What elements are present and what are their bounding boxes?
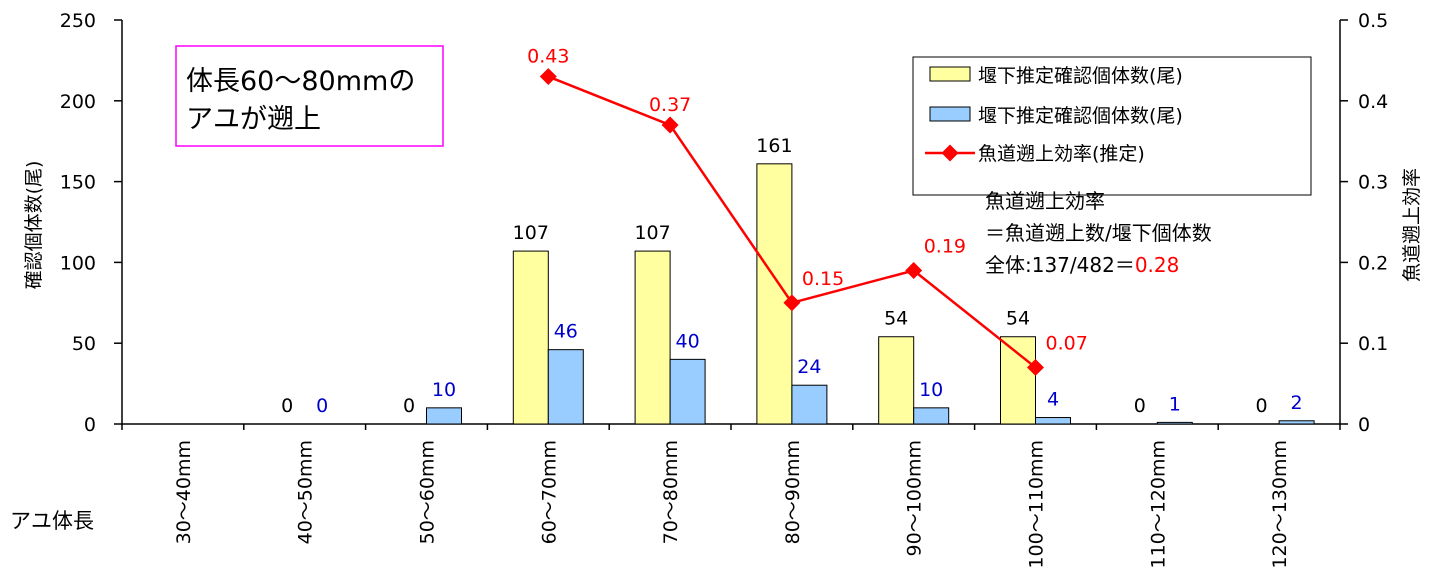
y2-tick-label: 0 xyxy=(1358,414,1370,436)
legend-label-yellow: 堰下推定確認個体数(尾) xyxy=(978,65,1183,87)
bar-value-label-blue: 40 xyxy=(676,330,700,352)
bars-group xyxy=(426,163,1315,425)
bar-yellow xyxy=(512,250,549,425)
x-category-label: 50〜60mm xyxy=(417,440,439,544)
y2-tick-label: 0.1 xyxy=(1358,333,1388,355)
x-category-label: 120〜130mm xyxy=(1269,440,1291,569)
efficiency-value-label: 0.07 xyxy=(1046,332,1088,354)
bar-yellow xyxy=(634,250,671,425)
y2-tick-label: 0.3 xyxy=(1358,172,1388,194)
x-axis-title: アユ体長 xyxy=(10,509,94,533)
efficiency-note-value: 0.28 xyxy=(1135,253,1180,277)
y2-tick-label: 0.2 xyxy=(1358,252,1388,274)
y-tick-label: 50 xyxy=(72,333,96,355)
y-axis-title: 確認個体数(尾) xyxy=(23,161,45,290)
bar-value-label-blue: 1 xyxy=(1169,393,1181,415)
bar-value-label-yellow: 0 xyxy=(1134,395,1146,417)
efficiency-note-line2: ＝魚道遡上数/堰下個体数 xyxy=(985,221,1212,245)
bar-value-label-yellow: 54 xyxy=(1006,308,1030,330)
y-tick-label: 150 xyxy=(60,172,96,194)
bar-blue xyxy=(426,407,462,425)
efficiency-note-line3: 全体:137/482＝0.28 xyxy=(985,253,1179,277)
efficiency-point xyxy=(661,116,679,134)
efficiency-note-line1: 魚道遡上効率 xyxy=(985,189,1105,213)
x-category-label: 30〜40mm xyxy=(173,440,195,544)
bar-value-label-yellow: 0 xyxy=(281,395,293,417)
legend-frame xyxy=(912,56,1312,196)
legend-swatch-yellow xyxy=(929,66,971,82)
efficiency-value-label: 0.19 xyxy=(924,235,966,257)
bar-blue xyxy=(1035,417,1071,425)
annotation-line1: 体長60〜80mmの xyxy=(186,66,415,97)
efficiency-note-prefix: 全体:137/482＝ xyxy=(985,253,1135,277)
efficiency-point xyxy=(783,294,801,312)
bar-blue xyxy=(1278,420,1315,425)
bar-blue xyxy=(791,384,828,425)
bar-value-label-yellow: 0 xyxy=(1256,395,1268,417)
x-category-label: 110〜120mm xyxy=(1147,440,1169,569)
y-tick-label: 0 xyxy=(84,414,96,436)
line-group xyxy=(539,68,1044,376)
legend-label-red: 魚道遡上効率(推定) xyxy=(978,143,1145,165)
bar-blue xyxy=(669,358,706,425)
x-category-label: 80〜90mm xyxy=(782,440,804,544)
bar-value-label-blue: 24 xyxy=(797,356,821,378)
x-category-label: 100〜110mm xyxy=(1026,440,1048,569)
efficiency-value-label: 0.37 xyxy=(649,94,691,116)
legend: 堰下推定確認個体数(尾) 堰下推定確認個体数(尾) 魚道遡上効率(推定) xyxy=(912,56,1312,196)
bar-value-label-blue: 0 xyxy=(316,395,328,417)
efficiency-value-label: 0.15 xyxy=(802,268,844,290)
bar-blue xyxy=(547,349,584,425)
y-tick-label: 250 xyxy=(60,10,96,32)
bar-value-label-yellow: 107 xyxy=(634,222,670,244)
legend-label-blue: 堰下推定確認個体数(尾) xyxy=(978,105,1183,127)
bar-blue xyxy=(913,407,950,425)
annotation-box xyxy=(175,45,444,147)
efficiency-value-label: 0.43 xyxy=(527,46,569,68)
y-tick-label: 100 xyxy=(60,252,96,274)
efficiency-point xyxy=(539,68,557,86)
y2-axis-title: 魚道遡上効率 xyxy=(1401,168,1423,282)
legend-marker-red xyxy=(941,144,959,162)
x-category-label: 40〜50mm xyxy=(295,440,317,544)
x-category-label: 90〜100mm xyxy=(904,440,926,556)
bar-value-label-yellow: 0 xyxy=(403,395,415,417)
bar-blue xyxy=(1156,421,1193,425)
y2-tick-label: 0.5 xyxy=(1358,10,1388,32)
y-tick-label: 200 xyxy=(60,91,96,113)
x-category-label: 70〜80mm xyxy=(660,440,682,544)
bar-value-label-yellow: 54 xyxy=(884,308,908,330)
efficiency-point xyxy=(905,261,923,279)
annotation-line2: アユが遡上 xyxy=(186,104,321,135)
bar-yellow xyxy=(1000,336,1036,425)
legend-swatch-blue xyxy=(929,106,971,122)
y2-tick-label: 0.4 xyxy=(1358,91,1388,113)
bar-value-label-blue: 2 xyxy=(1291,392,1303,414)
bar-value-label-blue: 46 xyxy=(554,321,578,343)
bar-value-label-blue: 10 xyxy=(432,379,456,401)
bar-value-label-blue: 10 xyxy=(919,379,943,401)
bar-yellow xyxy=(878,336,915,425)
bar-value-label-yellow: 161 xyxy=(756,135,792,157)
x-category-label: 60〜70mm xyxy=(538,440,560,544)
bar-value-label-yellow: 107 xyxy=(513,222,549,244)
bar-value-label-blue: 4 xyxy=(1047,389,1059,411)
